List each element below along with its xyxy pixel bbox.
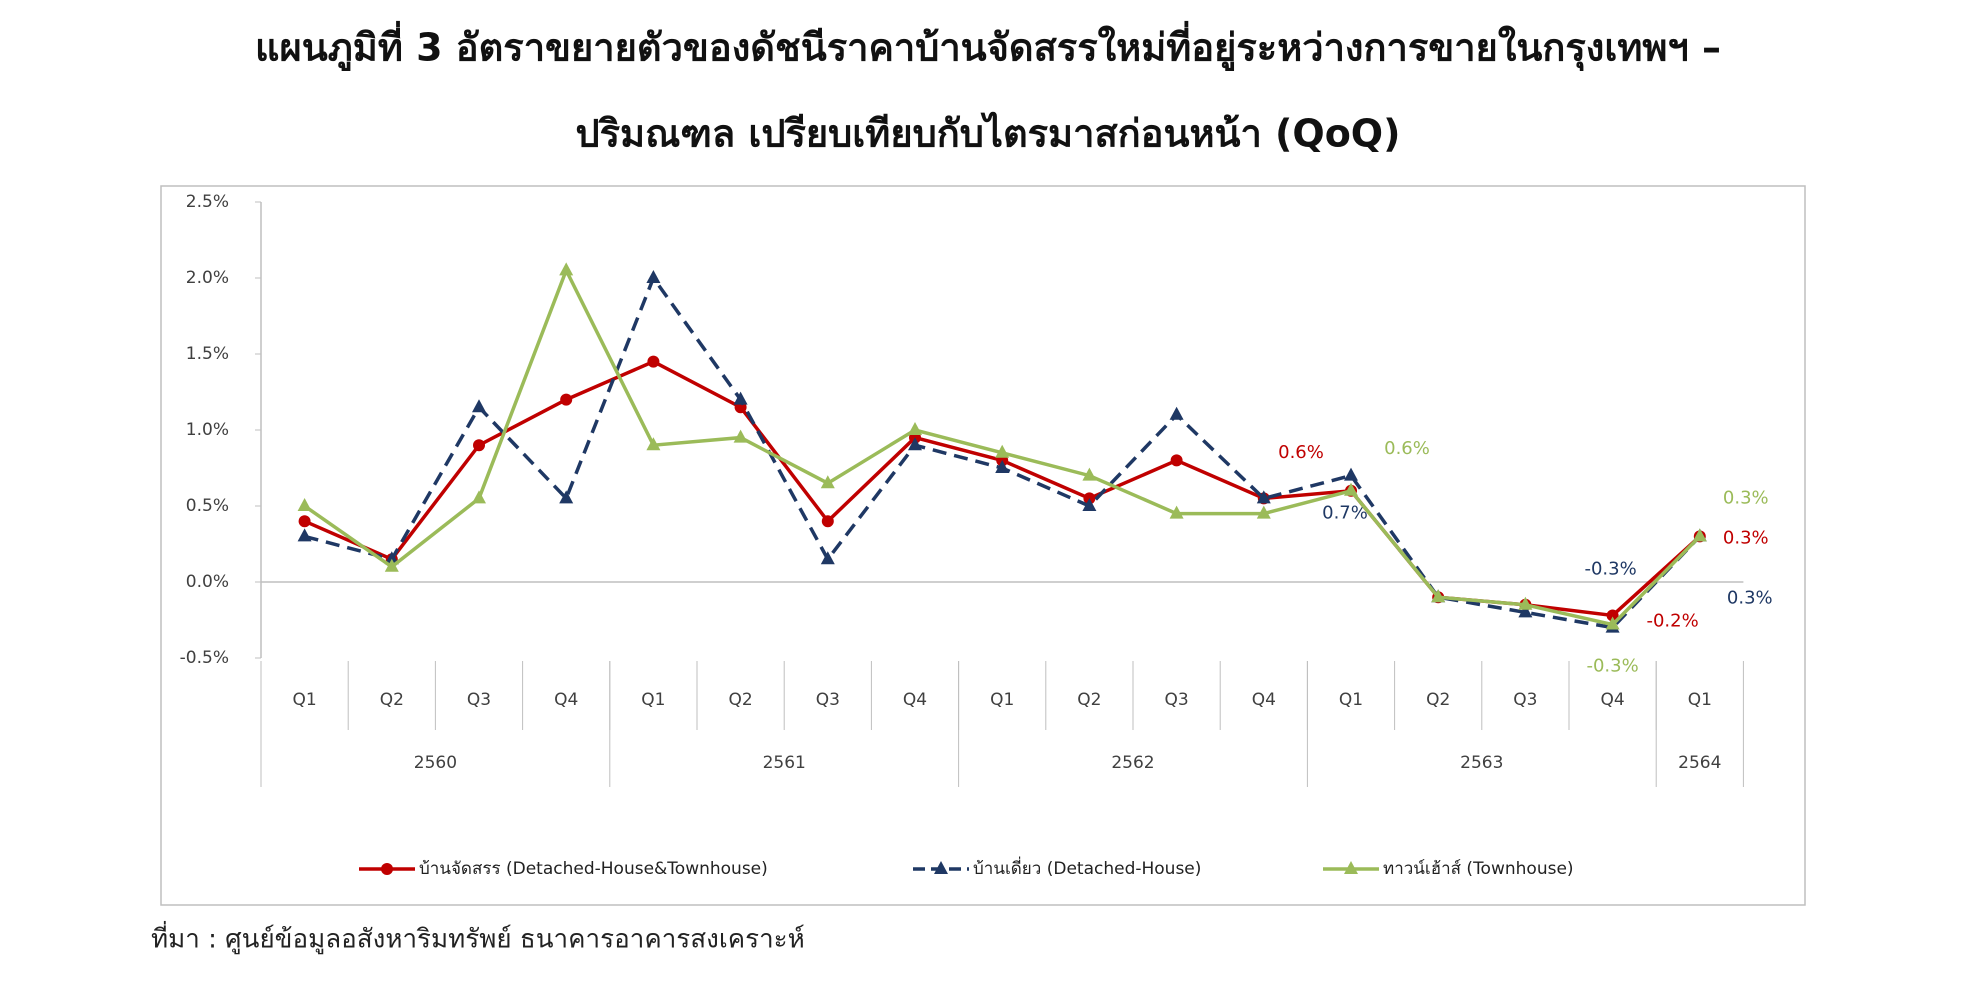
point: [733, 429, 748, 443]
x-tick-label: Q1: [1688, 690, 1712, 710]
x-tick-label: Q1: [990, 690, 1014, 710]
x-group-label: 2563: [1460, 753, 1503, 773]
point: [297, 498, 312, 511]
point: [820, 475, 835, 489]
chart-title: ปริมณฑล เปรียบเทียบกับไตรมาสก่อนหน้า (Qo…: [576, 112, 1401, 156]
value-label: -0.3%: [1586, 656, 1638, 677]
point: [472, 490, 486, 504]
x-group-label: 2561: [763, 753, 806, 773]
point: [908, 437, 922, 451]
x-tick-label: Q1: [1339, 690, 1363, 710]
value-label: 0.3%: [1723, 527, 1769, 548]
point: [733, 391, 748, 405]
value-label: -0.3%: [1584, 559, 1636, 580]
x-tick-label: Q3: [1513, 690, 1537, 710]
point: [1169, 406, 1184, 420]
point: [559, 262, 574, 276]
value-label: 0.7%: [1322, 503, 1368, 524]
x-tick-label: Q3: [467, 690, 491, 710]
y-tick-label: -0.5%: [180, 648, 229, 668]
point: [1169, 505, 1184, 519]
point: [1344, 467, 1358, 481]
point: [1344, 482, 1358, 496]
y-tick-label: 0.5%: [186, 496, 229, 516]
point: [647, 355, 660, 368]
x-tick-label: Q2: [728, 690, 752, 710]
x-group-label: 2560: [414, 753, 457, 773]
point: [1518, 604, 1533, 618]
value-label: 0.3%: [1723, 487, 1769, 508]
x-tick-label: Q2: [380, 690, 404, 710]
point: [1082, 467, 1097, 481]
x-tick-label: Q4: [1600, 690, 1624, 710]
x-tick-label: Q3: [1164, 690, 1188, 710]
point: [1431, 589, 1446, 603]
legend-label: บ้านเดี่ยว (Detached-House): [973, 856, 1201, 879]
point: [820, 551, 835, 565]
x-group-label: 2564: [1678, 753, 1721, 773]
legend-label: บ้านจัดสรร (Detached-House&Townhouse): [419, 859, 768, 879]
point: [473, 439, 485, 452]
point: [646, 270, 661, 283]
y-tick-label: 0.0%: [186, 572, 229, 592]
legend-marker: [1344, 861, 1358, 874]
point: [908, 422, 922, 435]
point: [646, 437, 661, 451]
value-label: 0.6%: [1384, 438, 1430, 459]
point: [1082, 498, 1097, 511]
legend-marker: [381, 863, 393, 875]
y-tick-label: 2.5%: [186, 192, 229, 212]
x-tick-label: Q2: [1077, 690, 1101, 710]
point: [298, 515, 311, 528]
x-group-label: 2562: [1111, 753, 1154, 773]
value-label: -0.2%: [1646, 610, 1698, 631]
point: [297, 528, 312, 542]
legend-marker: [934, 861, 948, 874]
point: [559, 490, 574, 504]
point: [472, 399, 486, 413]
x-tick-label: Q4: [903, 690, 927, 710]
x-tick-label: Q1: [292, 690, 316, 710]
y-tick-label: 1.5%: [186, 344, 229, 364]
x-tick-label: Q4: [1252, 690, 1276, 710]
point: [1692, 528, 1707, 542]
point: [995, 444, 1010, 458]
value-label: 0.6%: [1278, 442, 1324, 463]
source: ที่มา : ศูนย์ข้อมูลอสังหาริมทรัพย์ ธนาคา…: [151, 921, 805, 955]
point: [560, 393, 573, 406]
point: [1256, 490, 1271, 504]
y-tick-label: 2.0%: [186, 268, 229, 288]
point: [821, 515, 834, 528]
chart-frame: [160, 185, 1806, 906]
point: [1170, 454, 1183, 467]
chart-title: แผนภูมิที่ 3 อัตราขยายตัวของดัชนีราคาบ้า…: [255, 21, 1721, 72]
x-tick-label: Q4: [554, 690, 578, 710]
x-tick-label: Q3: [816, 690, 840, 710]
series-line: [303, 359, 1701, 618]
point: [1256, 505, 1271, 519]
x-tick-label: Q1: [641, 690, 665, 710]
point: [1605, 616, 1620, 630]
value-label: 0.3%: [1727, 587, 1773, 608]
point: [1606, 609, 1619, 622]
y-tick-label: 1.0%: [186, 420, 229, 440]
legend-label: ทาวน์เฮ้าส์ (Townhouse): [1383, 859, 1574, 879]
x-tick-label: Q2: [1426, 690, 1450, 710]
point: [995, 460, 1010, 473]
point: [384, 558, 399, 572]
point: [384, 551, 399, 565]
point: [1518, 596, 1533, 610]
